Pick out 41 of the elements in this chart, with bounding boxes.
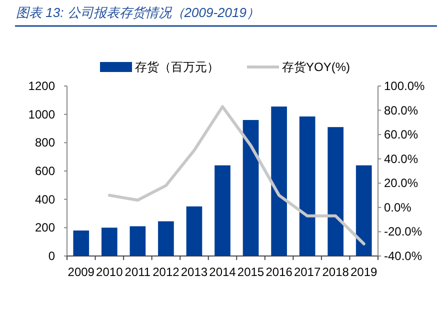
x-tick-label: 2016 [266, 265, 293, 279]
bar [271, 106, 287, 256]
y-tick-label: 800 [34, 136, 56, 150]
bar [101, 228, 118, 256]
x-tick-label: 2014 [209, 265, 236, 279]
y-tick-label: 1200 [28, 79, 56, 93]
legend-label: 存货YOY(%) [282, 60, 350, 74]
y2-tick-label: -40.0% [384, 249, 422, 263]
y-tick-label: 1000 [28, 107, 56, 122]
y2-tick-label: 40.0% [384, 152, 418, 166]
chart-title: 图表 13: 公司报表存货情况（2009-2019） [16, 5, 260, 20]
y-tick-label: 400 [34, 192, 56, 206]
x-tick-label: 2019 [350, 265, 378, 279]
bar [186, 206, 202, 256]
y2-tick-label: 100.0% [384, 79, 426, 93]
x-tick-label: 2011 [124, 265, 151, 279]
bar [214, 165, 230, 256]
y-tick-label: 0 [48, 249, 56, 263]
y2-tick-label: 0.0% [384, 200, 412, 214]
y2-tick-label: 80.0% [384, 103, 418, 118]
bar [242, 120, 259, 256]
x-tick-label: 2015 [237, 265, 264, 279]
line-series [108, 105, 366, 246]
bar [158, 221, 174, 256]
y2-tick-label: -20.0% [384, 224, 422, 239]
x-tick-label: 2018 [322, 265, 350, 279]
y2-tick-label: 20.0% [384, 176, 418, 190]
bar [73, 230, 90, 256]
bar [328, 127, 344, 256]
x-tick-label: 2009 [68, 265, 95, 279]
x-tick-label: 2010 [96, 265, 124, 279]
y2-tick-label: 60.0% [384, 128, 418, 142]
bar [130, 226, 146, 256]
x-tick-label: 2012 [152, 265, 180, 279]
x-tick-label: 2017 [294, 265, 321, 279]
bar [299, 116, 316, 256]
y-tick-label: 200 [34, 220, 56, 235]
legend-label: 存货（百万元） [135, 60, 219, 74]
bar [356, 165, 372, 256]
y-tick-label: 600 [34, 164, 56, 178]
x-tick-label: 2013 [180, 265, 208, 279]
